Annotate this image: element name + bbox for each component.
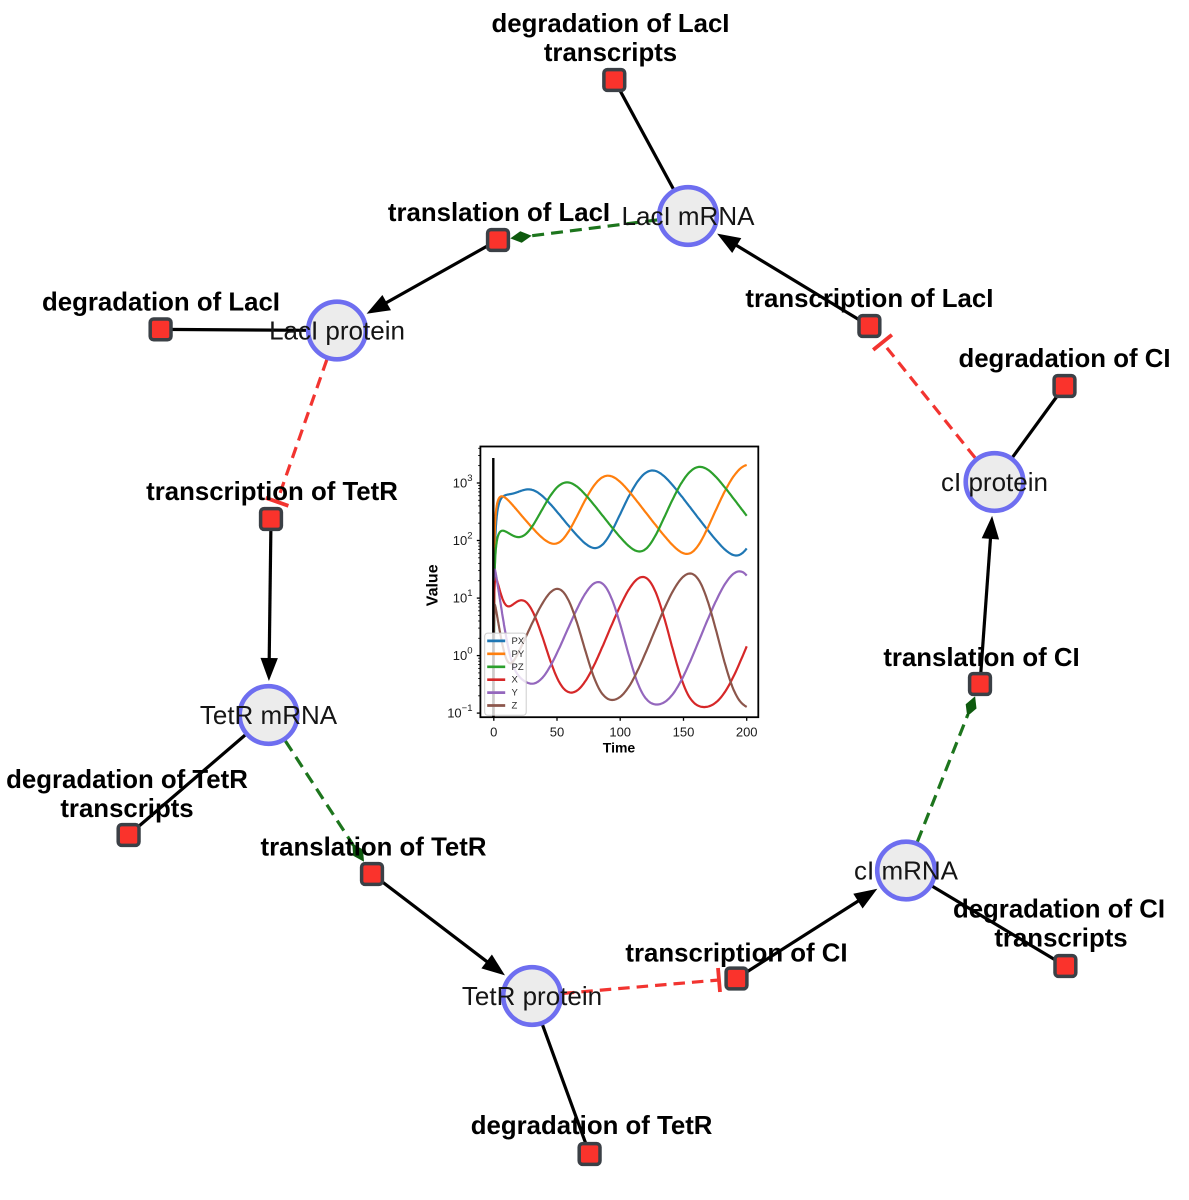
svg-text:degradation of TetR: degradation of TetR	[471, 1112, 713, 1140]
svg-text:Value: Value	[424, 564, 441, 606]
svg-text:TetR mRNA: TetR mRNA	[200, 700, 338, 730]
svg-text:degradation of CI: degradation of CI	[953, 896, 1165, 924]
svg-text:Y: Y	[512, 688, 519, 699]
svg-text:150: 150	[673, 725, 695, 740]
svg-text:LacI protein: LacI protein	[269, 316, 405, 346]
svg-text:200: 200	[736, 725, 758, 740]
svg-text:TetR protein: TetR protein	[462, 981, 602, 1011]
svg-text:transcription of CI: transcription of CI	[625, 940, 847, 968]
svg-text:degradation of LacI: degradation of LacI	[492, 10, 730, 38]
svg-text:cI protein: cI protein	[941, 467, 1048, 497]
svg-text:PZ: PZ	[512, 662, 524, 673]
svg-text:translation of LacI: translation of LacI	[388, 199, 610, 227]
svg-text:PX: PX	[512, 636, 525, 647]
svg-text:translation of TetR: translation of TetR	[261, 834, 487, 862]
svg-text:50: 50	[550, 725, 564, 740]
svg-text:Time: Time	[603, 740, 636, 756]
svg-text:Z: Z	[512, 701, 518, 712]
svg-text:transcripts: transcripts	[60, 795, 193, 823]
svg-text:degradation of TetR: degradation of TetR	[6, 766, 248, 794]
svg-text:transcripts: transcripts	[544, 39, 677, 67]
svg-text:translation of CI: translation of CI	[883, 644, 1079, 672]
svg-text:transcripts: transcripts	[994, 925, 1127, 953]
svg-text:degradation of LacI: degradation of LacI	[42, 288, 280, 316]
svg-text:degradation of CI: degradation of CI	[958, 345, 1170, 373]
svg-text:LacI mRNA: LacI mRNA	[622, 201, 756, 231]
svg-text:cI mRNA: cI mRNA	[854, 856, 959, 886]
svg-text:PY: PY	[512, 649, 525, 660]
svg-text:transcription of TetR: transcription of TetR	[146, 478, 398, 506]
svg-text:X: X	[512, 675, 519, 686]
svg-text:100: 100	[609, 725, 631, 740]
svg-text:0: 0	[490, 725, 497, 740]
svg-text:transcription of LacI: transcription of LacI	[745, 285, 993, 313]
